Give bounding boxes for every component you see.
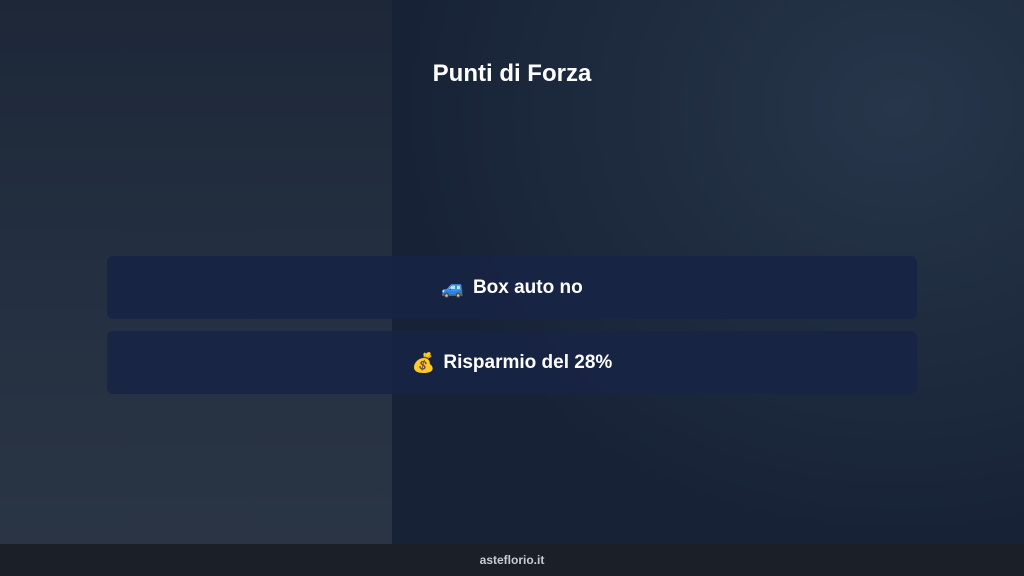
feature-card-savings: 💰 Risparmio del 28% (107, 331, 917, 394)
feature-label: Risparmio del 28% (443, 351, 613, 373)
footer: asteflorio.it (0, 544, 1024, 576)
footer-site-link[interactable]: asteflorio.it (479, 553, 545, 567)
money-bag-icon: 💰 (411, 352, 436, 374)
feature-label: Box auto no (472, 276, 583, 298)
feature-card-parking: 🚙 Box auto no (107, 256, 917, 319)
car-icon: 🚙 (441, 277, 465, 299)
page-title: Punti di Forza (432, 60, 592, 87)
